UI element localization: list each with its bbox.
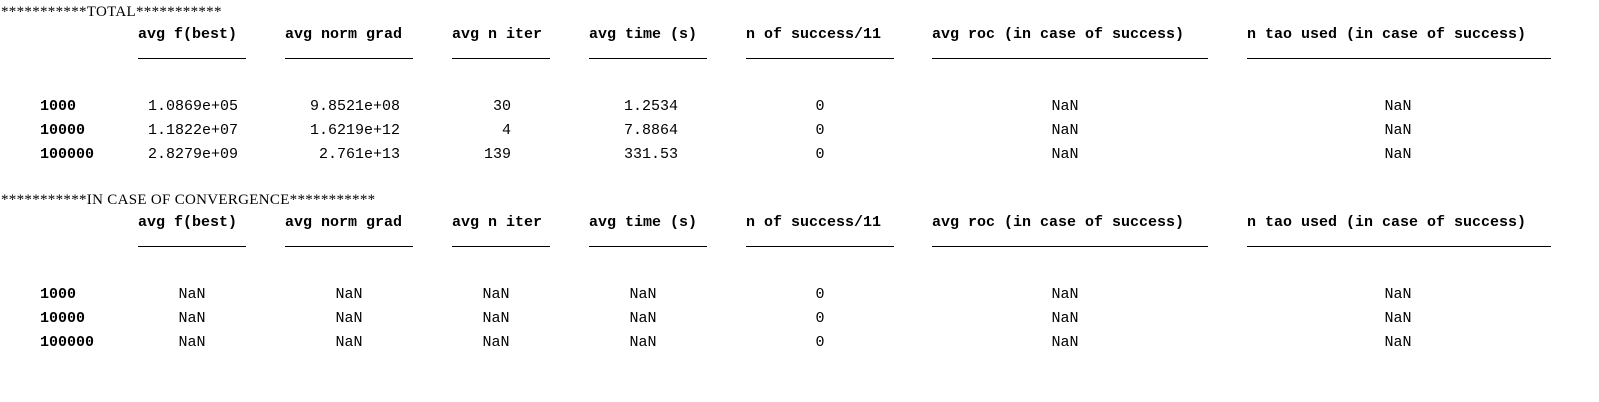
cell-avg-n-iter: NaN	[482, 286, 510, 303]
cell-avg-f-best: NaN	[178, 310, 206, 327]
column-header-n-of-success: n of success/11	[746, 214, 882, 231]
header-rule	[452, 246, 550, 247]
cell-n-of-success: 0	[815, 286, 825, 303]
section-title: ***********TOTAL***********	[1, 4, 222, 20]
column-header-avg-n-iter: avg n iter	[452, 26, 543, 43]
column-header-n-tao-used: n tao used (in case of success)	[1247, 214, 1527, 231]
header-rule	[285, 58, 413, 59]
cell-avg-f-best: 2.8279e+09	[147, 146, 238, 163]
row-label: 100000	[40, 334, 95, 351]
row-label: 100000	[40, 146, 95, 163]
cell-avg-norm-grad: NaN	[335, 334, 363, 351]
cell-n-of-success: 0	[815, 98, 825, 115]
cell-avg-f-best: NaN	[178, 334, 206, 351]
cell-avg-roc: NaN	[1051, 146, 1079, 163]
cell-avg-n-iter: NaN	[482, 310, 510, 327]
cell-avg-time: 331.53	[623, 146, 678, 163]
cell-avg-norm-grad: 2.761e+13	[318, 146, 400, 163]
column-header-avg-roc: avg roc (in case of success)	[932, 26, 1185, 43]
header-rule	[1247, 58, 1551, 59]
cell-n-tao-used: NaN	[1384, 310, 1412, 327]
header-rule	[746, 246, 894, 247]
cell-avg-n-iter: 139	[483, 146, 511, 163]
column-header-avg-time: avg time (s)	[589, 26, 698, 43]
row-label: 10000	[40, 122, 86, 139]
cell-avg-roc: NaN	[1051, 286, 1079, 303]
column-header-n-tao-used: n tao used (in case of success)	[1247, 26, 1527, 43]
header-rule	[285, 246, 413, 247]
row-label: 10000	[40, 310, 86, 327]
cell-avg-f-best: 1.1822e+07	[147, 122, 238, 139]
column-header-avg-time: avg time (s)	[589, 214, 698, 231]
header-rule	[138, 246, 246, 247]
cell-n-tao-used: NaN	[1384, 98, 1412, 115]
cell-avg-n-iter: NaN	[482, 334, 510, 351]
cell-n-tao-used: NaN	[1384, 286, 1412, 303]
header-rule	[589, 58, 707, 59]
cell-avg-time: 1.2534	[623, 98, 678, 115]
cell-n-tao-used: NaN	[1384, 122, 1412, 139]
section-title: ***********IN CASE OF CONVERGENCE*******…	[1, 192, 376, 208]
row-label: 1000	[40, 98, 77, 115]
column-header-avg-f-best: avg f(best)	[138, 214, 238, 231]
cell-avg-f-best: NaN	[178, 286, 206, 303]
column-header-avg-n-iter: avg n iter	[452, 214, 543, 231]
cell-avg-norm-grad: 9.8521e+08	[309, 98, 400, 115]
cell-avg-roc: NaN	[1051, 98, 1079, 115]
cell-avg-time: NaN	[629, 310, 657, 327]
row-label: 1000	[40, 286, 77, 303]
column-header-avg-norm-grad: avg norm grad	[285, 214, 403, 231]
cell-avg-norm-grad: 1.6219e+12	[309, 122, 400, 139]
header-rule	[452, 58, 550, 59]
cell-avg-time: 7.8864	[623, 122, 678, 139]
cell-avg-time: NaN	[629, 334, 657, 351]
cell-avg-norm-grad: NaN	[335, 286, 363, 303]
header-rule	[589, 246, 707, 247]
cell-n-of-success: 0	[815, 310, 825, 327]
cell-avg-time: NaN	[629, 286, 657, 303]
column-header-avg-norm-grad: avg norm grad	[285, 26, 403, 43]
column-header-n-of-success: n of success/11	[746, 26, 882, 43]
cell-avg-f-best: 1.0869e+05	[147, 98, 238, 115]
cell-avg-roc: NaN	[1051, 122, 1079, 139]
cell-n-of-success: 0	[815, 122, 825, 139]
cell-n-tao-used: NaN	[1384, 334, 1412, 351]
cell-avg-norm-grad: NaN	[335, 310, 363, 327]
cell-avg-n-iter: 4	[501, 122, 511, 139]
header-rule	[1247, 246, 1551, 247]
cell-n-of-success: 0	[815, 146, 825, 163]
column-header-avg-roc: avg roc (in case of success)	[932, 214, 1185, 231]
header-rule	[138, 58, 246, 59]
cell-avg-n-iter: 30	[492, 98, 511, 115]
cell-n-tao-used: NaN	[1384, 146, 1412, 163]
header-rule	[932, 246, 1208, 247]
cell-avg-roc: NaN	[1051, 310, 1079, 327]
cell-avg-roc: NaN	[1051, 334, 1079, 351]
header-rule	[746, 58, 894, 59]
cell-n-of-success: 0	[815, 334, 825, 351]
column-header-avg-f-best: avg f(best)	[138, 26, 238, 43]
header-rule	[932, 58, 1208, 59]
